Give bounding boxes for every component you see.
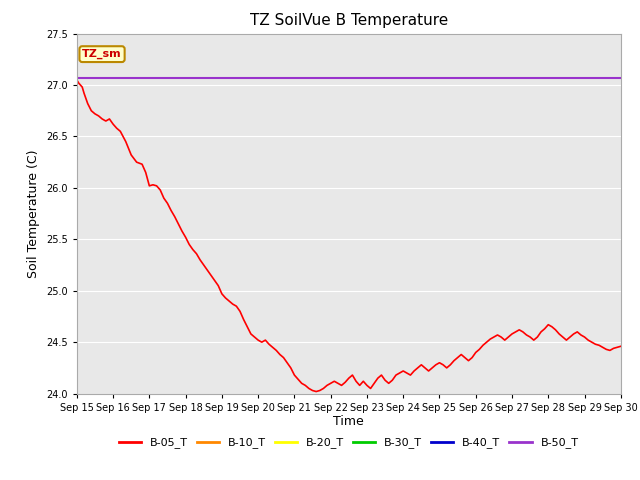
Y-axis label: Soil Temperature (C): Soil Temperature (C) xyxy=(28,149,40,278)
X-axis label: Time: Time xyxy=(333,415,364,429)
Text: TZ_sm: TZ_sm xyxy=(82,49,122,59)
Legend: B-05_T, B-10_T, B-20_T, B-30_T, B-40_T, B-50_T: B-05_T, B-10_T, B-20_T, B-30_T, B-40_T, … xyxy=(115,433,583,453)
Title: TZ SoilVue B Temperature: TZ SoilVue B Temperature xyxy=(250,13,448,28)
